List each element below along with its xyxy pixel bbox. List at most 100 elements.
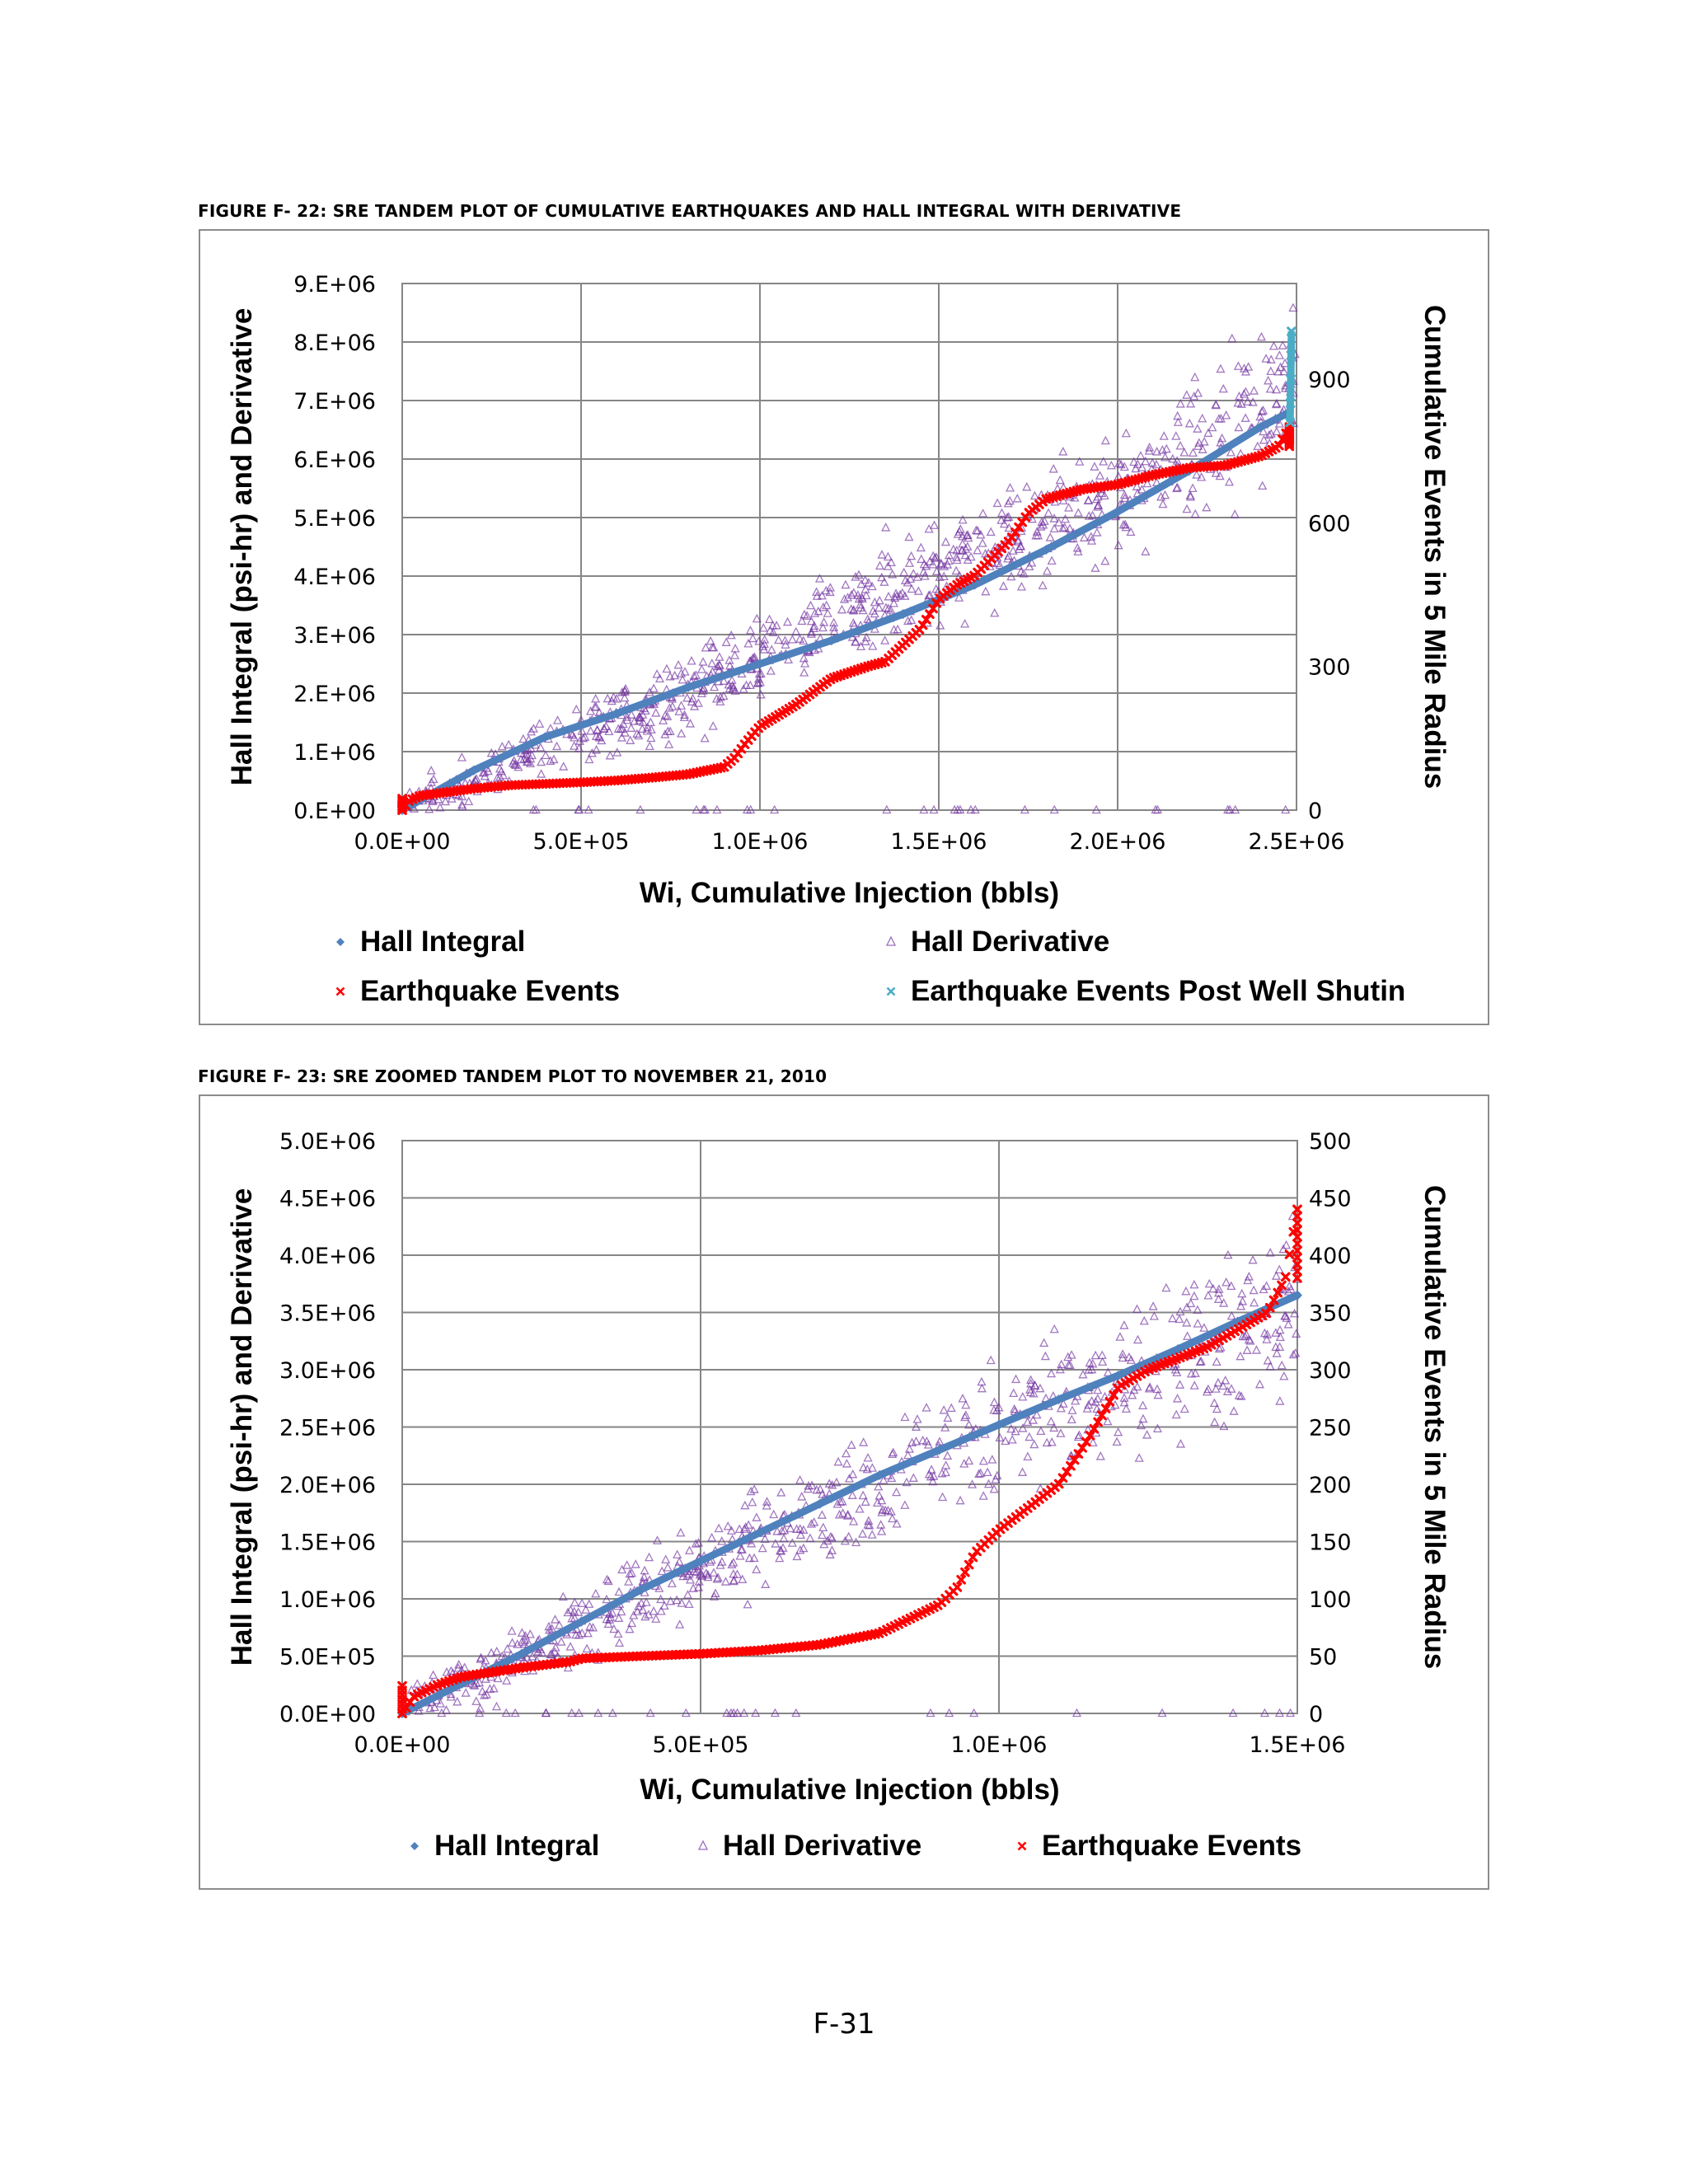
hall-derivative-point <box>1193 424 1203 433</box>
hall-derivative-point <box>646 733 656 743</box>
hall-derivative-point <box>814 574 825 583</box>
hall-derivative-point <box>499 770 509 780</box>
hall-derivative-point <box>741 680 752 690</box>
hall-derivative-point <box>884 603 893 612</box>
hall-derivative-point <box>631 1559 640 1568</box>
x-tick-label: 1.5E+06 <box>1250 1732 1346 1758</box>
hall-derivative-point <box>1223 1249 1233 1259</box>
hall-derivative-point <box>519 754 529 763</box>
hall-derivative-point <box>546 756 556 765</box>
hall-derivative-point <box>967 1479 978 1488</box>
hall-derivative-point <box>730 643 740 653</box>
hall-derivative-point <box>1007 1435 1017 1444</box>
hall-derivative-point <box>1049 523 1059 533</box>
hall-derivative-point <box>907 615 917 624</box>
hall-derivative-point <box>912 1414 922 1423</box>
hall-derivative-point <box>700 733 710 743</box>
hall-derivative-point <box>768 627 778 637</box>
hall-derivative-point <box>787 634 798 644</box>
earthquake-event-point <box>1292 1225 1302 1235</box>
hall-integral-point <box>1292 1290 1302 1301</box>
hall-derivative-point <box>783 654 794 664</box>
hall-derivative-point <box>437 1708 447 1718</box>
hall-derivative-point <box>632 729 642 738</box>
hall-derivative-point <box>559 762 569 771</box>
hall-derivative-point <box>799 1525 809 1535</box>
hall-derivative-point <box>874 1491 884 1500</box>
hall-integral-point <box>1053 1394 1064 1405</box>
hall-derivative-point <box>1242 1345 1252 1354</box>
hall-derivative-point <box>646 724 656 733</box>
hall-derivative-point <box>1199 1323 1209 1332</box>
hall-derivative-point <box>1196 1356 1206 1366</box>
hall-derivative-point <box>1182 504 1192 513</box>
hall-derivative-point <box>1172 482 1183 492</box>
hall-derivative-point <box>1003 553 1013 563</box>
hall-derivative-point <box>1056 1403 1066 1413</box>
hall-derivative-point <box>1144 446 1154 455</box>
hall-derivative-point <box>1057 1359 1067 1369</box>
hall-derivative-point <box>1055 475 1065 485</box>
hall-derivative-point <box>678 674 687 684</box>
legend-label: Hall Derivative <box>723 1830 921 1862</box>
hall-derivative-point <box>1032 527 1042 536</box>
hall-derivative-point <box>752 1564 762 1574</box>
hall-derivative-point <box>579 733 588 743</box>
hall-derivative-point <box>492 773 502 782</box>
hall-derivative-point <box>663 711 673 720</box>
y-tick-label: 3.5E+06 <box>279 1301 376 1327</box>
hall-derivative-point <box>921 1436 931 1446</box>
hall-derivative-point <box>663 1563 673 1572</box>
hall-derivative-point <box>1275 1324 1285 1334</box>
hall-derivative-point <box>665 1596 676 1605</box>
hall-derivative-point <box>805 1533 815 1542</box>
earthquake-event-point <box>968 1552 978 1563</box>
hall-derivative-point <box>1173 417 1184 426</box>
earthquake-event-point <box>1292 1204 1302 1215</box>
hall-derivative-point <box>787 1538 797 1547</box>
hall-derivative-point <box>726 1526 737 1535</box>
hall-derivative-point <box>1118 1349 1128 1358</box>
hall-derivative-point <box>1172 1367 1182 1376</box>
hall-derivative-point <box>591 744 602 754</box>
hall-derivative-point <box>642 722 653 732</box>
hall-derivative-point <box>1278 340 1287 349</box>
hall-derivative-point <box>1070 492 1080 502</box>
hall-derivative-point <box>1221 1376 1231 1385</box>
y-axis-title: Hall Integral (psi-hr) and Derivative <box>226 1188 258 1666</box>
hall-derivative-point <box>1094 500 1104 509</box>
hall-derivative-point <box>825 583 835 592</box>
hall-derivative-point <box>626 1568 636 1577</box>
hall-derivative-point <box>770 1708 780 1718</box>
hall-derivative-point <box>854 569 864 579</box>
hall-derivative-point <box>1259 434 1269 444</box>
hall-derivative-point <box>570 1597 579 1607</box>
earthquake-event-point <box>1292 1266 1302 1277</box>
chart-canvas: 0.0E+00 5.0E+05 1.0E+06 1.5E+06 0.0E+00 5.0E+… <box>226 1129 1451 1862</box>
figure-caption: FIGURE F- 22: SRE TANDEM PLOT OF CUMULAT… <box>198 201 1182 221</box>
hall-derivative-point <box>795 1530 806 1540</box>
hall-derivative-point <box>748 633 757 643</box>
hall-derivative-point <box>1114 540 1123 550</box>
hall-derivative-point <box>1173 410 1183 420</box>
hall-derivative-point <box>729 1708 738 1718</box>
earthquake-event-point <box>1053 1479 1064 1489</box>
hall-derivative-point <box>1019 569 1029 578</box>
hall-derivative-point <box>961 1399 971 1409</box>
hall-derivative-point <box>673 659 683 669</box>
hall-derivative-point <box>877 1526 887 1535</box>
hall-derivative-point <box>722 1708 732 1718</box>
hall-derivative-point <box>883 551 893 561</box>
hall-derivative-point <box>881 602 891 612</box>
hall-derivative-point <box>1171 431 1181 440</box>
legend-diamond-icon <box>336 938 345 946</box>
hall-derivative-point <box>696 664 706 673</box>
hall-derivative-point <box>864 578 874 587</box>
hall-derivative-point <box>1236 1351 1245 1361</box>
hall-derivative-point <box>1228 1708 1238 1718</box>
earthquake-event-point <box>1284 1249 1295 1259</box>
hall-derivative-point <box>567 1613 577 1623</box>
hall-derivative-point <box>1120 1385 1130 1394</box>
earthquake-event-point <box>1093 1417 1103 1427</box>
hall-derivative-point <box>858 1529 868 1538</box>
